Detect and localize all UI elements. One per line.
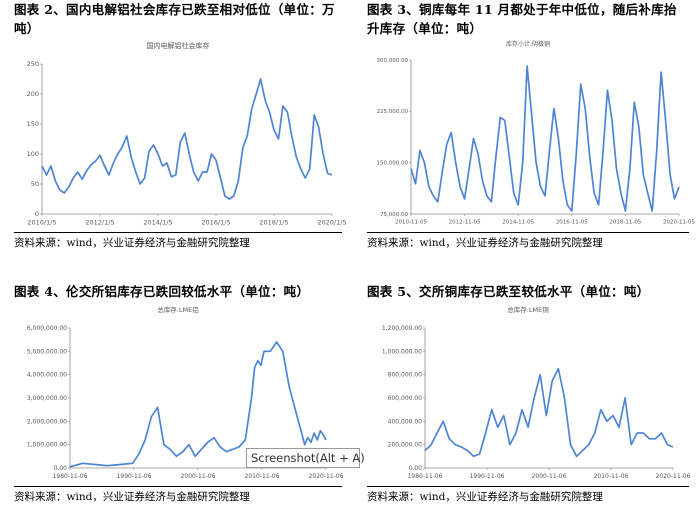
figure-2-title: 图表 2、国内电解铝社会库存已跌至相对低位（单位：万吨）: [14, 2, 335, 36]
chart-title: 总库存:LME铜: [507, 305, 549, 314]
figure-4-rule: [14, 486, 342, 487]
x-tick-label: 1980-11-06: [408, 473, 443, 480]
y-tick-label: 0.00: [54, 465, 68, 472]
figure-3-rule: [367, 232, 689, 233]
y-tick-label: 150,000.00: [377, 161, 409, 167]
y-tick-label: 1,200,000.00: [382, 325, 422, 332]
y-tick-label: 1,000,000.00: [27, 442, 67, 449]
chart-title: 总库存:LME铝: [157, 305, 199, 314]
x-tick-label: 1990-11-06: [117, 473, 152, 480]
x-tick-label: 2020/1/5: [317, 219, 346, 227]
y-tick-label: 100: [27, 150, 39, 158]
x-tick-label: 2020-11-06: [656, 473, 691, 480]
y-tick-label: 800,000.00: [388, 372, 423, 379]
y-tick-label: 300,000.00: [377, 58, 409, 64]
figure-2-chart: 国内电解铝社会库存 0 50 100 150 200 250 2010/1/5 2012/1/5…: [27, 41, 347, 227]
y-tick-label: 400,000.00: [388, 418, 423, 425]
series-line: [424, 367, 674, 458]
chart-title: 库存小计:阴极铜: [506, 40, 550, 48]
x-tick-label: 2012/1/5: [85, 219, 114, 227]
x-tick-label: 2010/1/5: [27, 219, 56, 227]
x-tick-label: 2012-11-05: [449, 220, 481, 226]
y-tick-label: 1,000,000.00: [382, 348, 422, 355]
x-tick-label: 2010-11-05: [395, 220, 427, 226]
series-line: [41, 78, 333, 200]
y-tick-label: 0: [35, 210, 39, 218]
x-tick-label: 2010-11-06: [245, 473, 280, 480]
figure-4-chart: 总库存:LME铝 0.00 1,000,000.00 2,000,000.00 3,00…: [27, 305, 344, 480]
screenshot-tooltip: Screenshot(Alt + A): [246, 448, 365, 468]
figure-3-chart: 库存小计:阴极铜 75,000.00 150,000.00 225,000.00 300…: [377, 40, 696, 226]
x-tick-label: 2016/1/5: [201, 219, 230, 227]
x-tick-label: 1990-11-06: [470, 473, 505, 480]
figure-3-title: 图表 3、铜库每年 11 月都处于年中低位，随后补库抬升库存（单位：吨）: [367, 2, 677, 36]
x-tick-label: 2014/1/5: [143, 219, 172, 227]
y-tick-label: 2,000,000.00: [27, 418, 67, 425]
y-tick-label: 5,000,000.00: [27, 348, 67, 355]
y-tick-label: 225,000.00: [377, 109, 409, 115]
figure-5-chart: 总库存:LME铜 0.00 200,000.00 400,000.00 600,000.…: [382, 305, 691, 480]
x-tick-label: 2000-11-06: [181, 473, 216, 480]
y-tick-label: 50: [31, 180, 39, 188]
figure-2-rule: [14, 232, 342, 233]
x-tick-label: 2010-11-06: [594, 473, 629, 480]
y-tick-label: 6,000,000.00: [27, 325, 67, 332]
y-tick-label: 250: [27, 60, 39, 68]
figure-3-source: 资料来源：wind，兴业证券经济与金融研究院整理: [367, 237, 603, 249]
x-tick-label: 2020-11-06: [309, 473, 344, 480]
x-tick-label: 2014-11-05: [502, 220, 534, 226]
x-tick-label: 2016-11-05: [556, 220, 588, 226]
figure-5-source: 资料来源：wind，兴业证券经济与金融研究院整理: [367, 491, 603, 503]
y-tick-label: 3,000,000.00: [27, 395, 67, 402]
x-tick-label: 2000-11-06: [532, 473, 567, 480]
x-tick-label: 2018-11-05: [609, 220, 641, 226]
x-tick-label: 1980-11-06: [53, 473, 88, 480]
y-tick-label: 150: [27, 120, 39, 128]
chart-title: 国内电解铝社会库存: [147, 41, 210, 50]
figure-2-source: 资料来源：wind，兴业证券经济与金融研究院整理: [14, 237, 250, 249]
y-tick-label: 200: [27, 90, 39, 98]
figure-5-title: 图表 5、交所铜库存已跌至较低水平（单位：吨）: [367, 284, 650, 299]
x-tick-label: 2020-11-05: [663, 220, 695, 226]
figure-4-source: 资料来源：wind，兴业证券经济与金融研究院整理: [14, 491, 250, 503]
y-tick-label: 600,000.00: [388, 395, 423, 402]
y-tick-label: 0.00: [409, 465, 423, 472]
y-tick-label: 4,000,000.00: [27, 372, 67, 379]
y-tick-label: 75,000.00: [380, 212, 408, 218]
x-tick-label: 2018/1/5: [259, 219, 288, 227]
figure-5-rule: [367, 486, 689, 487]
figure-4-title: 图表 4、伦交所铝库存已跌回较低水平（单位：吨）: [14, 284, 310, 299]
y-tick-label: 200,000.00: [388, 442, 423, 449]
series-line: [410, 65, 680, 212]
